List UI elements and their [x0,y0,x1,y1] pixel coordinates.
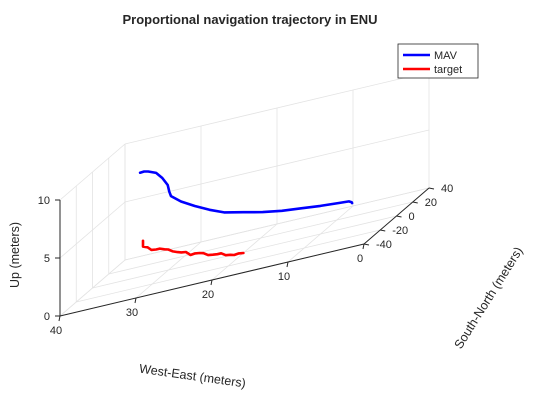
y-tick-label: 40 [441,183,453,195]
x-tick-mark [134,297,137,304]
z-axis-label: Up (meters) [8,222,22,288]
chart-title: Proportional navigation trajectory in EN… [123,12,378,27]
grid-line [108,201,413,275]
grid-line [92,215,397,289]
grid-lines [59,71,430,317]
y-axis-label: South-North (meters) [452,244,526,351]
x-axis-label: West-East (meters) [138,362,246,391]
legend-box [397,43,479,79]
y-tick-label: -20 [392,225,408,237]
x-tick-label: 40 [50,325,62,337]
y-tick-label: 0 [409,211,415,223]
legend-label-mav: MAV [434,50,458,62]
y-tick-label: 20 [425,197,437,209]
grid-line [124,129,430,203]
x-tick-label: 30 [126,307,138,319]
z-tick-label: 0 [44,311,50,323]
z-tick-label: 5 [44,253,50,265]
grid-line [124,187,430,261]
x-tick-mark [58,315,61,322]
legend-label-target: target [434,64,462,76]
grid-line [59,143,126,201]
y-tick-mark [396,215,402,218]
axes [55,187,435,322]
y-tick-mark [380,229,386,232]
x-tick-label: 10 [278,271,290,283]
y-tick-mark [428,187,435,190]
x-tick-mark [362,243,365,250]
x-tick-label: 20 [202,289,214,301]
y-tick-mark [412,201,418,204]
series-line-mav [138,170,354,214]
series-group [138,170,354,257]
y-tick-mark [363,243,370,246]
legend: MAV target [397,43,479,79]
z-tick-label: 10 [38,195,50,207]
x-tick-label: 0 [357,253,363,265]
grid-line [124,71,430,145]
grid-line [76,229,381,303]
y-tick-label: -40 [376,239,392,251]
x-tick-mark [210,279,213,286]
grid-line [59,259,126,317]
x-tick-mark [286,261,289,268]
grid-line [59,201,126,259]
series-line-target [141,239,245,257]
